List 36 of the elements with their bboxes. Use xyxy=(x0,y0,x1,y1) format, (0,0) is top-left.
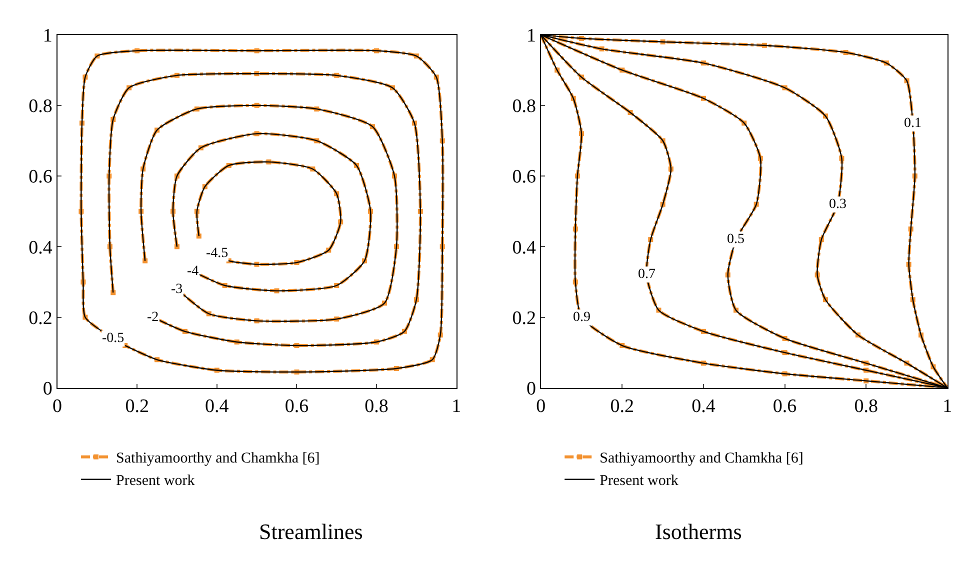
y-tick-label: 1 xyxy=(42,25,52,46)
y-tick-label: 0.4 xyxy=(512,237,536,258)
x-tick-label: 0.6 xyxy=(772,396,797,417)
y-tick-label: 0.2 xyxy=(28,308,52,329)
x-tick-label: 0.4 xyxy=(692,396,716,417)
y-tick-label: 0.8 xyxy=(28,96,52,118)
annotation: 0.5 xyxy=(727,232,744,247)
y-tick-label: 0 xyxy=(526,378,536,400)
y-tick-label: 0.6 xyxy=(28,166,52,188)
annotation: 0.1 xyxy=(904,116,922,131)
annotation: 0.9 xyxy=(573,310,590,325)
x-tick-label: 0.2 xyxy=(125,396,149,417)
x-tick-label: 1 xyxy=(452,396,462,417)
x-tick-label: 0.2 xyxy=(610,396,634,417)
annotation: -4 xyxy=(187,264,199,279)
y-tick-label: 0 xyxy=(42,378,52,400)
legend-label: Sathiyamoorthy and Chamkha [6] xyxy=(600,450,804,467)
x-tick-label: 1 xyxy=(942,396,952,417)
annotation: -3 xyxy=(171,282,183,297)
x-tick-label: 0.8 xyxy=(854,396,878,417)
x-tick-label: 0.8 xyxy=(364,396,388,417)
y-tick-label: 0.6 xyxy=(512,166,536,188)
annotation: 0.3 xyxy=(829,197,846,212)
legend-label: Present work xyxy=(116,473,196,490)
y-tick-label: 1 xyxy=(526,25,536,46)
y-tick-label: 0.4 xyxy=(28,237,53,258)
text: Isotherms xyxy=(655,519,742,544)
y-tick-label: 0.8 xyxy=(512,96,536,118)
x-tick-label: 0.4 xyxy=(205,396,230,417)
text: Streamlines xyxy=(259,519,363,544)
annotation: 0.7 xyxy=(638,267,656,282)
legend-label: Sathiyamoorthy and Chamkha [6] xyxy=(116,450,320,467)
legend-label: Present work xyxy=(600,473,679,490)
x-tick-label: 0.6 xyxy=(284,396,309,417)
y-tick-label: 0.2 xyxy=(512,308,536,329)
annotation: -2 xyxy=(147,310,159,325)
